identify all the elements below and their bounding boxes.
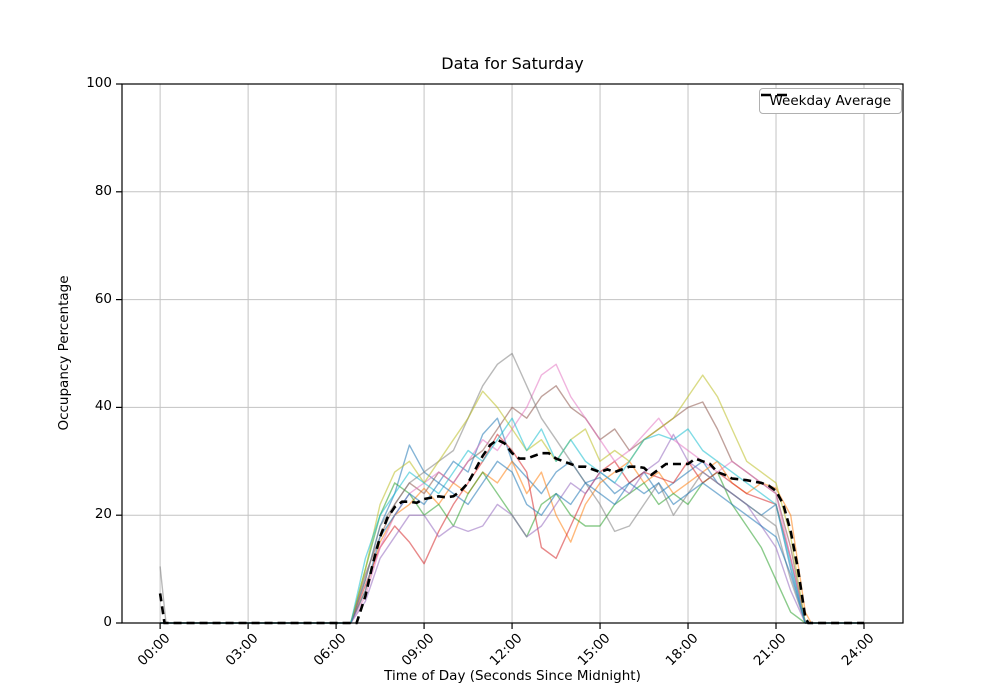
series-line-saturday-week-9	[160, 374, 864, 624]
legend-label: Weekday Average	[769, 93, 891, 109]
y-tick-label: 100	[86, 75, 112, 91]
series-line-saturday-week-2	[160, 460, 864, 624]
y-tick-label: 60	[94, 290, 112, 307]
series-line-weekday-average	[158, 438, 864, 625]
legend: Weekday Average	[759, 88, 902, 114]
y-tick-label: 40	[94, 398, 112, 415]
chart-title: Data for Saturday	[441, 54, 584, 73]
y-tick-label: 0	[103, 614, 112, 630]
series-line-saturday-week-8	[159, 352, 864, 624]
x-axis-label: Time of Day (Seconds Since Midnight)	[384, 668, 641, 684]
legend-dashed-line-icon	[761, 93, 792, 97]
series-line-saturday-week-10	[160, 417, 864, 624]
y-tick-label: 20	[94, 506, 112, 523]
series-line-saturday-week-7	[160, 363, 864, 624]
y-tick-label: 80	[94, 182, 112, 199]
series-line-saturday-week-5	[160, 433, 864, 624]
series-line-saturday-week-3	[160, 471, 864, 624]
